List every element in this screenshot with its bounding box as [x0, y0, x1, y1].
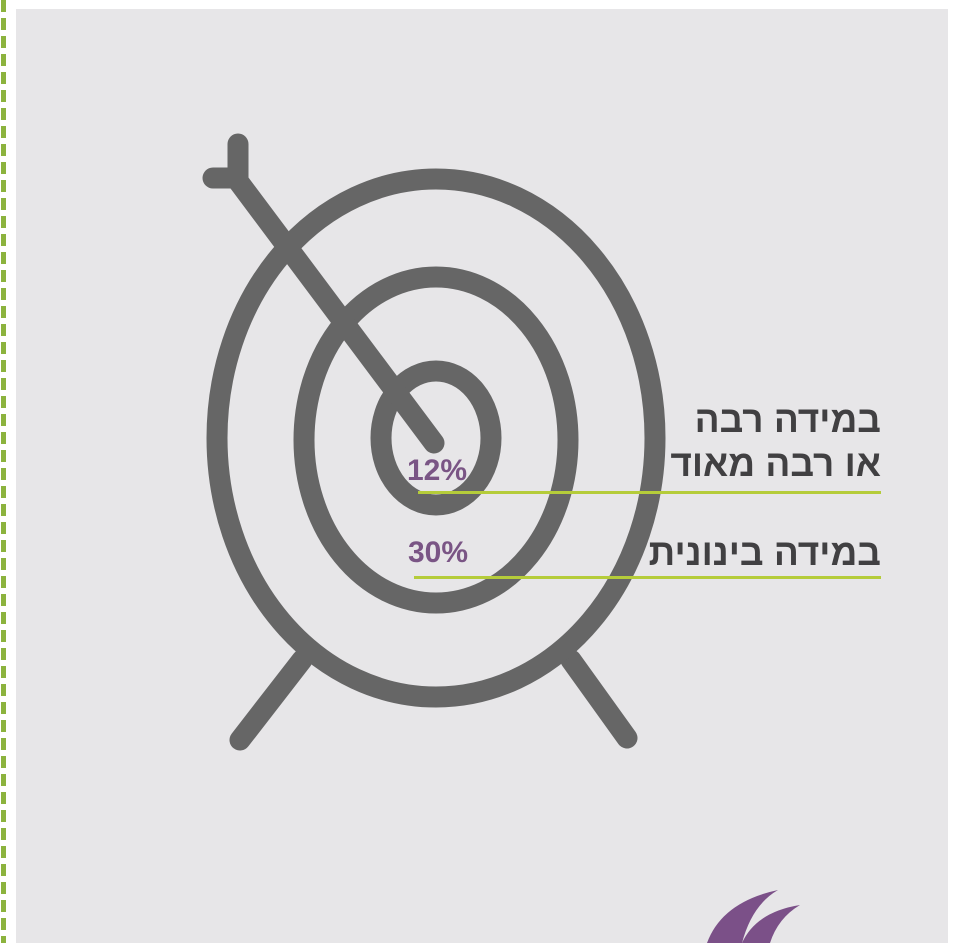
percent-value-1: 12%: [407, 454, 468, 487]
leader-line-1: [418, 491, 881, 494]
leader-line-2: [414, 576, 881, 579]
label-1: במידה רבה או רבה מאוד: [670, 398, 881, 486]
arrow-shaft: [227, 170, 445, 454]
middle-ring: [293, 266, 579, 614]
swirl-logo-icon: [707, 890, 800, 943]
inner-ring: [370, 360, 502, 516]
percent-value-2: 30%: [408, 536, 469, 569]
dashed-border: [1, 0, 6, 943]
target-stand-left-leg: [229, 649, 313, 751]
label-2: במידה בינונית: [649, 531, 881, 575]
outer-ring: [206, 168, 666, 708]
label-1-line-1: במידה רבה: [694, 399, 881, 440]
label-2-line-1: במידה בינונית: [648, 532, 881, 573]
label-1-line-2: או רבה מאוד: [670, 443, 881, 484]
target-stand-right-leg: [560, 649, 638, 749]
